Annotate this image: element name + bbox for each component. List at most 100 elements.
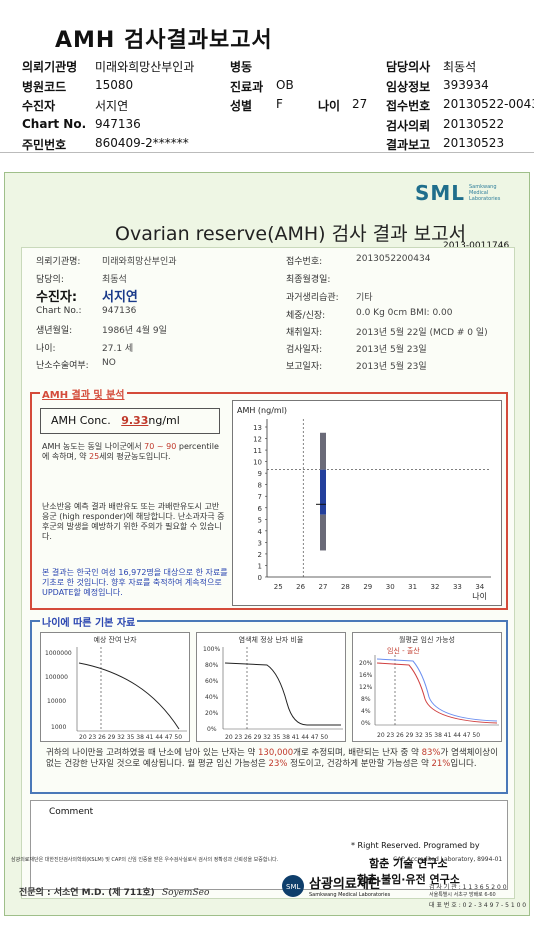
info-value: 최동석	[102, 275, 127, 285]
info-label: 최종월경일:	[286, 275, 331, 285]
info-value: 기타	[356, 293, 373, 303]
svg-text:100000: 100000	[45, 674, 68, 681]
svg-text:0%: 0%	[207, 726, 217, 733]
x-tick-label: 34	[475, 583, 484, 591]
info-value: 2013년 5월 23일	[356, 362, 427, 372]
comment-box: Comment * Right Reserved. Programed by 함…	[30, 800, 508, 890]
info-value: 2013년 5월 23일	[356, 345, 427, 355]
percentile-text: AMH 농도는 동일 나이군에서 70 ~ 90 percentile에 속하며…	[42, 442, 219, 461]
svg-text:10000: 10000	[47, 698, 66, 705]
contact-3: 대 표 번 호 : 0 2 - 3 4 9 7 - 5 1 0 0	[429, 902, 527, 909]
header-label: 나이	[318, 99, 341, 113]
x-tick-label: 31	[408, 583, 417, 591]
foundation-logo: SML 삼광의료재단 Samkwang Medical Laboratories	[281, 873, 390, 898]
box-iqr	[320, 469, 326, 515]
header-label: 성별	[230, 99, 253, 113]
foundation-logo-icon: SML	[282, 874, 304, 897]
amh-conc-label: AMH Conc.	[51, 414, 111, 427]
rights-text: * Right Reserved. Programed by	[351, 841, 480, 850]
info-value: 947136	[102, 306, 137, 316]
y-tick-label: 8	[258, 482, 262, 490]
info-value: 서지연	[102, 290, 138, 305]
foundation-sub: Samkwang Medical Laboratories	[309, 892, 391, 898]
comment-label: Comment	[49, 807, 94, 817]
header-label: 주민번호	[22, 138, 67, 152]
amh-report-sheet: SML Samkwang Medical Laboratories Ovaria…	[4, 172, 530, 916]
header-label: 병원코드	[22, 80, 67, 94]
baseline-summary: 귀하의 나이만을 고려하였을 때 난소에 남아 있는 난자는 약 130,000…	[46, 748, 498, 769]
pregnancy-rate-chart: 월평균 임신 가능성 임신 - 출산 20% 16% 12% 8% 4% 0% 20 23…	[352, 632, 502, 742]
box-upper-whisker	[320, 432, 326, 470]
header-value: 20130522	[443, 117, 505, 131]
y-tick-label: 2	[258, 551, 262, 559]
info-value: 1986년 4월 9일	[102, 326, 167, 336]
header-value: 20130522-00434	[443, 97, 534, 111]
svg-text:8%: 8%	[361, 696, 371, 703]
response-text: 난소반응 예측 결과 배란유도 또는 과배란유도시 고반응군 (high res…	[42, 502, 225, 541]
svg-text:20 23 26 29 32 35 38 41 44 47: 20 23 26 29 32 35 38 41 44 47 50	[225, 734, 328, 741]
box-lower-whisker	[320, 514, 326, 551]
info-label: Chart No.:	[36, 306, 82, 316]
header-label: 병동	[230, 60, 253, 74]
info-label: 검사일자:	[286, 345, 323, 355]
header-label: 임상정보	[386, 80, 431, 94]
footnote: 삼광의료재단은 대한진단검사의학회(KSLM) 및 CAP의 신임 인증을 받은…	[11, 857, 279, 863]
info-label: 과거생리습관:	[286, 293, 339, 303]
normal-egg-ratio-svg: 100% 80% 60% 40% 20% 0% 20 23 26 29 32 35 38 …	[203, 646, 343, 741]
remaining-eggs-title: 예상 잔여 난자	[93, 636, 137, 644]
header-value: F	[276, 97, 283, 111]
svg-text:SML: SML	[286, 883, 300, 891]
y-tick-label: 11	[253, 447, 262, 455]
amh-conc-box: AMH Conc. 9.33ng/ml	[40, 408, 220, 434]
cap-accreditation: CAP Accredited Laboratory, 8994-01	[393, 856, 503, 863]
ovarian-report-title: Ovarian reserve(AMH) 검사 결과 보고서	[115, 223, 467, 245]
svg-text:100%: 100%	[203, 646, 220, 653]
amh-result-label: AMH 결과 및 분석	[40, 386, 127, 401]
svg-text:16%: 16%	[359, 672, 373, 679]
info-label: 채취일자:	[286, 328, 323, 338]
header-value: 미래와희망산부인과	[95, 60, 195, 74]
x-tick-label: 32	[431, 583, 440, 591]
header-label: 담당의사	[386, 60, 431, 74]
x-tick-label: 28	[341, 583, 350, 591]
pregnancy-legend: 임신 - 출산	[387, 647, 420, 655]
contact-1: 검 사 기 관 : 1 1 3 6 5 2 0 0	[429, 884, 507, 891]
info-label: 담당의:	[36, 275, 64, 285]
amh-conc-value: 9.33	[121, 414, 149, 427]
header-value: 860409-2******	[95, 136, 189, 150]
svg-text:60%: 60%	[205, 678, 219, 685]
institute-1: 함춘 기술 연구소	[369, 857, 448, 870]
svg-text:0%: 0%	[361, 720, 371, 727]
pregnancy-rate-title: 월평균 임신 가능성	[399, 636, 455, 644]
y-tick-label: 9	[258, 470, 262, 478]
x-axis-label: 나이	[472, 591, 487, 601]
y-axis-label: AMH (ng/ml)	[237, 406, 287, 415]
info-value: 27.1 세	[102, 344, 134, 354]
signature: SoyemSeo	[161, 888, 210, 898]
info-value: 0.0 Kg 0cm BMI: 0.00	[356, 308, 453, 318]
data-basis-text: 본 결과는 한국인 여성 16,972명을 대상으로 한 자료를 기초로 한 것…	[42, 568, 228, 597]
header-value: 393934	[443, 78, 489, 92]
header-label: 수진자	[22, 99, 56, 113]
svg-text:4%: 4%	[361, 708, 371, 715]
amh-age-chart: AMH (ng/ml) 0 1 2 3 4 5 6 7 8 9 10 11 12 13 25 26 27 28 29 3…	[232, 400, 502, 606]
report-title: AMH 검사결과보고서	[55, 28, 273, 53]
foundation-name: 삼광의료재단	[309, 877, 381, 892]
x-tick-label: 30	[386, 583, 395, 591]
header-divider	[0, 152, 534, 153]
contact-2: 서울특별시 서초구 방배로 6-60	[429, 892, 496, 898]
y-tick-label: 10	[253, 459, 262, 467]
header-value: 서지연	[95, 99, 129, 113]
amh-conc-unit: ng/ml	[148, 414, 180, 427]
y-tick-label: 1	[258, 562, 262, 570]
header-label: 진료과	[230, 80, 264, 94]
info-label: 나이:	[36, 344, 56, 354]
y-tick-label: 5	[258, 516, 262, 524]
info-value: 2013052200434	[356, 254, 431, 264]
x-tick-label: 27	[319, 583, 328, 591]
normal-egg-ratio-chart: 염색체 정상 난자 비율 100% 80% 60% 40% 20% 0% 20 23 26…	[196, 632, 346, 742]
header-label: 결과보고	[386, 138, 431, 152]
svg-text:1000000: 1000000	[45, 650, 72, 657]
svg-text:20%: 20%	[359, 660, 373, 667]
info-label: 수진자:	[36, 290, 78, 305]
